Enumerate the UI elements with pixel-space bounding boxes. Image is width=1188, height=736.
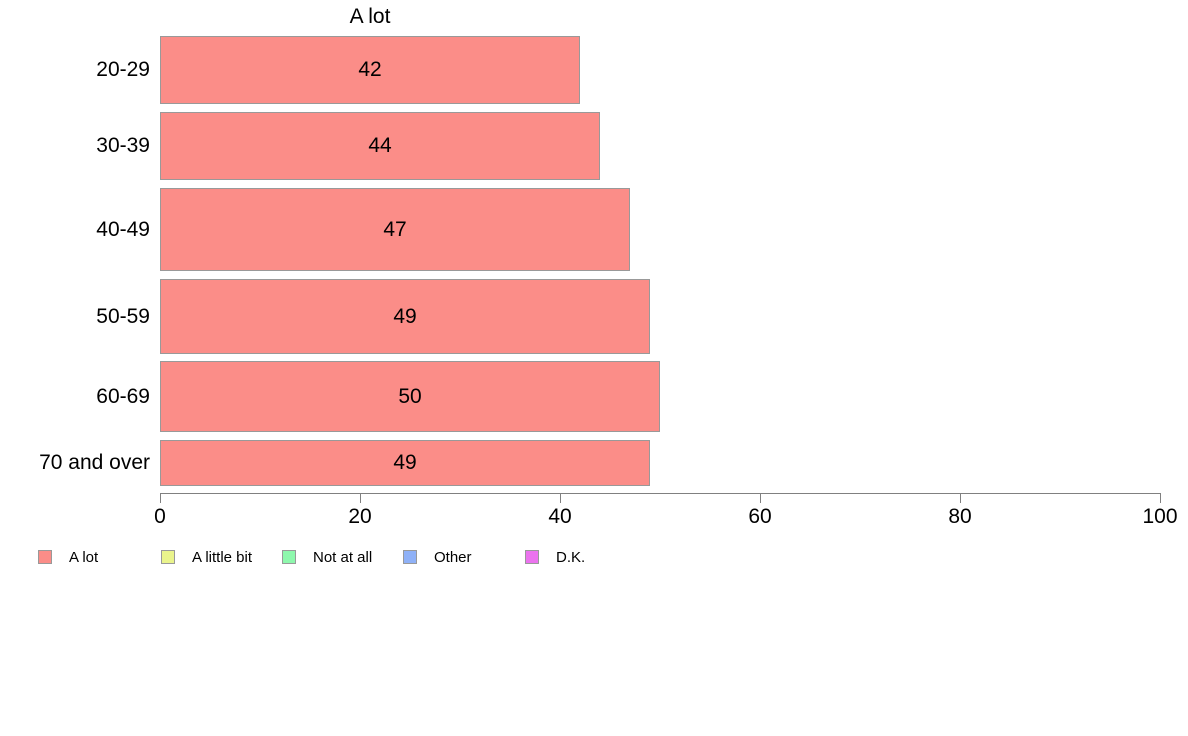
legend-item: A little bit [161, 543, 252, 571]
legend-label: D.K. [556, 548, 586, 566]
bar-value-label: 49 [393, 304, 417, 328]
square-swatch-icon [38, 550, 52, 564]
legend-item: Other [403, 543, 472, 571]
bar-value-label: 50 [398, 384, 422, 408]
x-tick-label: 80 [948, 505, 972, 528]
bar: 50 [160, 361, 660, 432]
bar-value-label: 42 [358, 58, 382, 81]
x-tick [160, 493, 161, 503]
square-swatch-icon [161, 550, 175, 564]
square-swatch-icon [282, 550, 296, 564]
square-swatch-icon [403, 550, 417, 564]
bar-value-label: 49 [393, 451, 417, 474]
category-label: 40-49 [96, 217, 150, 241]
bar: 47 [160, 188, 630, 271]
x-tick-label: 60 [748, 505, 772, 528]
bar: 49 [160, 279, 650, 354]
bar-value-label: 47 [383, 217, 407, 241]
x-tick-label: 20 [348, 505, 372, 528]
category-label: 50-59 [96, 304, 150, 328]
legend: A lot A little bit Not at all Other D.K. [0, 543, 1188, 571]
chart-title: A lot [349, 5, 391, 28]
legend-item: D.K. [525, 543, 585, 571]
x-tick [960, 493, 961, 503]
category-label: 70 and over [39, 451, 150, 474]
x-axis [160, 493, 1161, 494]
legend-label: Not at all [313, 548, 373, 566]
x-tick-label: 0 [154, 505, 166, 528]
legend-label: Other [434, 548, 472, 566]
legend-label: A little bit [192, 548, 253, 566]
square-swatch-icon [525, 550, 539, 564]
x-tick [1160, 493, 1161, 503]
category-label: 20-29 [96, 58, 150, 81]
x-tick [760, 493, 761, 503]
legend-item: A lot [38, 543, 98, 571]
bar: 42 [160, 36, 580, 104]
x-tick [560, 493, 561, 503]
bar: 44 [160, 112, 600, 180]
category-label: 60-69 [96, 384, 150, 408]
legend-label: A lot [69, 548, 99, 566]
x-tick-label: 40 [548, 505, 572, 528]
x-tick [360, 493, 361, 503]
bar: 49 [160, 440, 650, 486]
bar-value-label: 44 [368, 134, 392, 157]
x-tick-label: 100 [1142, 505, 1178, 528]
category-label: 30-39 [96, 134, 150, 157]
legend-item: Not at all [282, 543, 372, 571]
